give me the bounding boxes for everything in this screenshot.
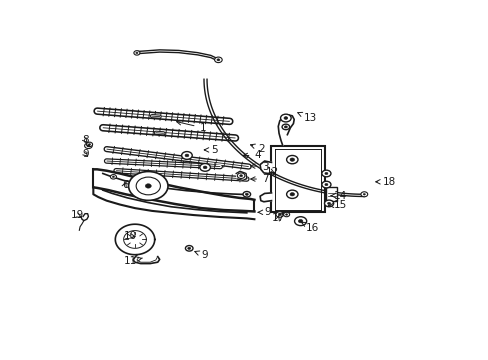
Text: 9: 9 <box>258 207 270 217</box>
Circle shape <box>283 212 289 217</box>
Circle shape <box>324 172 327 175</box>
Circle shape <box>294 217 306 226</box>
Text: 6: 6 <box>122 180 128 190</box>
Circle shape <box>286 190 297 198</box>
Circle shape <box>203 166 206 169</box>
Polygon shape <box>260 161 271 174</box>
Text: 18: 18 <box>375 177 396 187</box>
Circle shape <box>321 181 330 188</box>
Circle shape <box>363 193 365 195</box>
Text: 9: 9 <box>82 149 88 159</box>
Circle shape <box>136 177 160 195</box>
Circle shape <box>282 124 289 130</box>
Circle shape <box>289 193 294 196</box>
Circle shape <box>84 143 92 149</box>
Text: 1: 1 <box>176 121 205 133</box>
Circle shape <box>200 163 210 171</box>
Polygon shape <box>133 255 159 264</box>
Circle shape <box>324 200 333 207</box>
Text: 19: 19 <box>70 210 83 220</box>
Circle shape <box>128 172 168 201</box>
Circle shape <box>327 202 330 204</box>
Text: 16: 16 <box>301 222 318 233</box>
Circle shape <box>321 170 330 177</box>
Circle shape <box>145 184 151 188</box>
Circle shape <box>284 117 287 120</box>
Circle shape <box>360 192 367 197</box>
Circle shape <box>289 158 294 161</box>
Circle shape <box>214 57 222 63</box>
Circle shape <box>88 144 90 145</box>
Polygon shape <box>260 193 271 202</box>
Circle shape <box>239 175 242 177</box>
Circle shape <box>110 175 116 179</box>
Circle shape <box>285 214 287 215</box>
Circle shape <box>112 176 114 177</box>
Text: 4: 4 <box>243 150 261 161</box>
Circle shape <box>237 173 244 179</box>
Circle shape <box>298 220 302 223</box>
Text: 3: 3 <box>250 162 268 172</box>
Text: 5: 5 <box>204 145 217 155</box>
Text: 7: 7 <box>250 174 268 184</box>
Polygon shape <box>81 214 88 221</box>
Circle shape <box>187 247 190 249</box>
Circle shape <box>324 184 327 186</box>
Circle shape <box>245 193 248 195</box>
Circle shape <box>217 59 220 61</box>
Text: 12: 12 <box>265 167 279 177</box>
Bar <box>326 187 336 201</box>
Circle shape <box>278 213 281 216</box>
Circle shape <box>280 114 290 122</box>
Polygon shape <box>115 224 154 255</box>
Circle shape <box>185 246 193 251</box>
Circle shape <box>134 51 140 55</box>
Text: 15: 15 <box>328 201 346 210</box>
Circle shape <box>86 142 92 147</box>
Text: 8: 8 <box>82 135 88 145</box>
Text: 17: 17 <box>271 213 284 223</box>
Circle shape <box>243 192 250 197</box>
Polygon shape <box>278 115 294 146</box>
Circle shape <box>181 152 192 159</box>
Text: 2: 2 <box>250 144 264 153</box>
Circle shape <box>184 154 188 157</box>
Circle shape <box>275 212 283 217</box>
Text: 11: 11 <box>123 256 142 266</box>
Bar <box>271 146 324 212</box>
Circle shape <box>136 52 138 54</box>
Text: 13: 13 <box>297 112 316 123</box>
Polygon shape <box>236 171 246 180</box>
Circle shape <box>87 145 90 147</box>
Text: 14: 14 <box>330 191 346 201</box>
Circle shape <box>286 156 297 164</box>
Text: 10: 10 <box>123 231 137 241</box>
Text: 9: 9 <box>194 250 207 260</box>
Circle shape <box>284 126 287 128</box>
